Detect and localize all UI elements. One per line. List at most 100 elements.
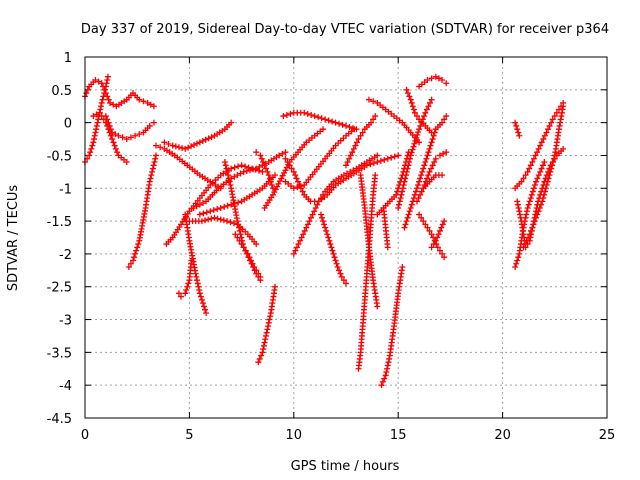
data-point <box>223 165 230 172</box>
data-point <box>104 122 111 129</box>
data-point <box>317 211 324 218</box>
data-point <box>429 136 436 143</box>
data-point <box>92 129 99 136</box>
data-point <box>320 218 327 225</box>
data-point <box>196 201 203 208</box>
data-point <box>220 217 227 224</box>
data-point <box>188 143 195 150</box>
data-point <box>210 207 217 214</box>
data-point <box>431 129 438 136</box>
data-point <box>399 185 406 192</box>
data-point <box>415 129 422 136</box>
data-point <box>265 172 272 179</box>
data-point <box>514 198 521 205</box>
data-point <box>150 162 157 169</box>
data-point <box>240 244 247 251</box>
data-point <box>534 175 541 182</box>
data-point <box>127 260 134 267</box>
data-point <box>512 264 519 271</box>
data-point <box>320 126 327 133</box>
data-point <box>198 218 205 225</box>
data-point <box>534 211 541 218</box>
data-point <box>432 73 439 80</box>
data-point <box>196 290 203 297</box>
data-point <box>264 168 271 175</box>
data-point <box>439 172 446 179</box>
data-point <box>93 126 100 133</box>
data-point <box>293 175 300 182</box>
data-point <box>157 144 164 151</box>
data-point <box>545 175 552 182</box>
data-point <box>199 200 206 207</box>
data-point <box>436 247 443 254</box>
data-point <box>404 165 411 172</box>
data-point <box>261 339 268 346</box>
data-point <box>253 149 260 156</box>
data-point <box>426 145 433 152</box>
data-point <box>315 114 322 121</box>
data-point <box>332 257 339 264</box>
data-point <box>227 181 234 188</box>
data-point <box>276 152 283 159</box>
data-point <box>185 144 192 151</box>
data-point <box>547 168 554 175</box>
data-point <box>515 129 522 136</box>
data-point <box>235 163 242 170</box>
data-point <box>225 172 232 179</box>
data-point <box>525 201 532 208</box>
data-point <box>103 80 110 87</box>
data-point <box>193 203 200 210</box>
data-point <box>443 149 450 156</box>
data-point <box>439 250 446 257</box>
data-point <box>151 159 158 166</box>
data-point <box>100 93 107 100</box>
data-point <box>549 116 556 123</box>
data-point <box>175 144 182 151</box>
chart-title: Day 337 of 2019, Sidereal Day-to-day VTE… <box>81 22 609 37</box>
data-point <box>350 145 357 152</box>
data-point <box>196 287 203 294</box>
data-point <box>223 218 230 225</box>
data-point <box>384 155 391 162</box>
data-point <box>328 244 335 251</box>
data-point <box>513 122 520 129</box>
data-point <box>221 203 228 210</box>
data-point <box>384 365 391 372</box>
data-point <box>343 162 349 169</box>
data-point <box>441 254 448 261</box>
y-tick-label: 0 <box>64 117 72 132</box>
data-point <box>93 111 100 118</box>
data-point <box>193 140 200 147</box>
data-point <box>346 155 353 162</box>
data-point <box>231 164 238 171</box>
data-point <box>253 165 260 172</box>
data-point <box>372 172 379 179</box>
data-point <box>441 116 448 123</box>
data-point <box>418 119 425 126</box>
data-point <box>322 116 329 123</box>
data-point <box>269 185 276 192</box>
data-point <box>190 141 197 148</box>
data-point <box>256 163 263 170</box>
x-tick-label: 15 <box>390 428 407 443</box>
data-point <box>238 162 245 169</box>
data-point <box>208 215 215 222</box>
data-point <box>403 172 410 179</box>
data-point <box>514 201 521 208</box>
data-point <box>396 198 403 205</box>
data-point <box>533 214 540 221</box>
data-point <box>403 86 410 93</box>
data-point <box>290 168 297 175</box>
data-point <box>197 293 204 300</box>
data-point <box>152 155 159 162</box>
data-point <box>378 382 385 389</box>
data-point <box>135 241 142 248</box>
data-point <box>196 139 203 146</box>
data-point <box>112 131 119 138</box>
data-point <box>425 149 432 156</box>
data-point <box>384 244 391 251</box>
data-point <box>224 168 231 175</box>
data-point <box>261 162 268 169</box>
data-point <box>318 214 325 221</box>
y-tick-label: -0.5 <box>47 149 72 164</box>
